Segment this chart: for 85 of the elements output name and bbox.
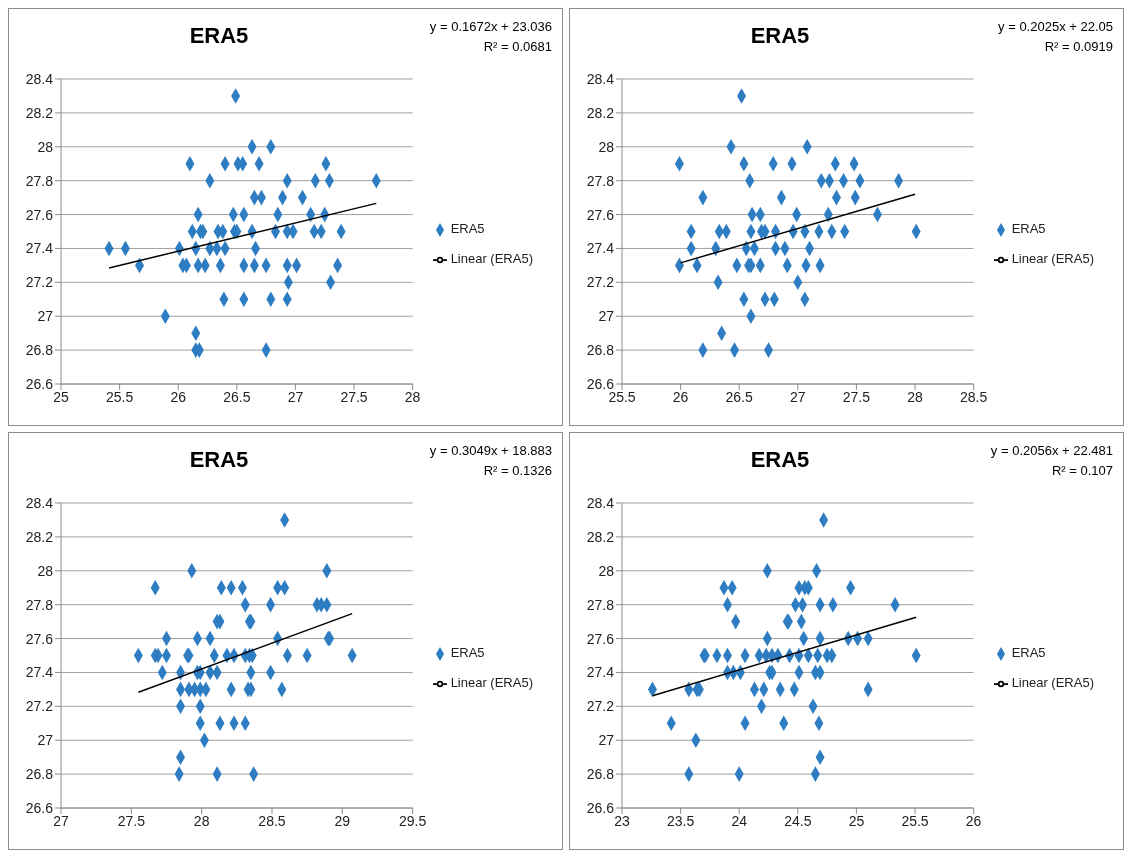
x-tick-label: 28.5 bbox=[258, 812, 286, 829]
y-tick-label: 27.6 bbox=[25, 630, 54, 647]
y-tick-label: 27.6 bbox=[25, 206, 54, 223]
x-tick-label: 27.5 bbox=[117, 812, 146, 829]
legend-label: ERA5 bbox=[450, 221, 485, 236]
x-tick-label: 27.5 bbox=[340, 388, 368, 405]
text: R² = 0.1326 bbox=[482, 462, 552, 480]
y-tick-label: 27 bbox=[598, 308, 615, 325]
y-tick-label: 27.2 bbox=[25, 698, 54, 715]
x-tick-label: 26.5 bbox=[725, 388, 754, 405]
legend-label: Linear (ERA5) bbox=[1011, 675, 1094, 690]
y-tick-label: 27.2 bbox=[25, 274, 54, 291]
x-tick-label: 28.5 bbox=[960, 388, 988, 405]
text: y = 0.3049x + 18.883 bbox=[429, 442, 552, 460]
y-tick-label: 27 bbox=[598, 732, 615, 749]
text: y = 0.2025x + 22.05 bbox=[998, 18, 1113, 36]
y-tick-label: 26.8 bbox=[25, 342, 54, 359]
y-tick-label: 28 bbox=[37, 562, 54, 579]
y-tick-label: 27.4 bbox=[586, 240, 615, 257]
legend-label: ERA5 bbox=[1011, 221, 1046, 236]
x-tick-label: 27 bbox=[790, 388, 806, 405]
y-tick-label: 28.2 bbox=[25, 528, 54, 545]
x-tick-label: 27 bbox=[53, 812, 69, 829]
y-tick-label: 27.8 bbox=[586, 596, 615, 613]
y-tick-label: 28 bbox=[598, 138, 615, 155]
x-tick-label: 24 bbox=[731, 812, 748, 829]
legend-label: ERA5 bbox=[450, 645, 485, 660]
y-tick-label: 26.6 bbox=[25, 799, 54, 816]
y-tick-label: 26.6 bbox=[25, 375, 54, 392]
x-tick-label: 23 bbox=[614, 812, 630, 829]
y-tick-label: 27.4 bbox=[586, 664, 615, 681]
text: y = 0.2056x + 22.481 bbox=[990, 442, 1113, 460]
y-tick-label: 26.8 bbox=[586, 342, 615, 359]
x-tick-label: 26 bbox=[170, 388, 187, 405]
x-tick-label: 23.5 bbox=[666, 812, 695, 829]
text: R² = 0.0919 bbox=[1043, 38, 1113, 56]
x-tick-label: 24.5 bbox=[784, 812, 812, 829]
chart-title: ERA5 bbox=[749, 447, 811, 473]
y-tick-label: 28.4 bbox=[586, 494, 615, 511]
y-tick-label: 27.2 bbox=[586, 274, 615, 291]
x-tick-label: 26 bbox=[672, 388, 689, 405]
x-tick-label: 27.5 bbox=[842, 388, 871, 405]
text: R² = 0.107 bbox=[1050, 462, 1113, 480]
y-tick-label: 26.8 bbox=[586, 766, 615, 783]
y-tick-label: 27.8 bbox=[25, 596, 54, 613]
y-tick-label: 28.2 bbox=[586, 104, 615, 121]
text: R² = 0.0681 bbox=[482, 38, 552, 56]
y-tick-label: 27.2 bbox=[586, 698, 615, 715]
legend-label: Linear (ERA5) bbox=[450, 251, 533, 266]
y-tick-label: 27.6 bbox=[586, 630, 615, 647]
y-tick-label: 28.4 bbox=[586, 70, 615, 87]
legend-label: ERA5 bbox=[1011, 645, 1046, 660]
y-tick-label: 28 bbox=[37, 138, 54, 155]
y-tick-label: 27.6 bbox=[586, 206, 615, 223]
y-tick-label: 27.4 bbox=[25, 240, 54, 257]
x-tick-label: 25.5 bbox=[105, 388, 134, 405]
y-tick-label: 28.4 bbox=[25, 494, 54, 511]
y-tick-label: 27 bbox=[37, 308, 54, 325]
legend-label: Linear (ERA5) bbox=[450, 675, 533, 690]
y-tick-label: 26.8 bbox=[25, 766, 54, 783]
chart-title: ERA5 bbox=[749, 23, 811, 49]
x-tick-label: 26 bbox=[965, 812, 982, 829]
x-tick-label: 28 bbox=[193, 812, 210, 829]
y-tick-label: 28.2 bbox=[586, 528, 615, 545]
legend-label: Linear (ERA5) bbox=[1011, 251, 1094, 266]
x-tick-label: 28 bbox=[907, 388, 924, 405]
x-tick-label: 25.5 bbox=[901, 812, 929, 829]
chart-title: ERA5 bbox=[188, 23, 250, 49]
x-tick-label: 27 bbox=[287, 388, 304, 405]
y-tick-label: 28.2 bbox=[25, 104, 54, 121]
y-tick-label: 27.8 bbox=[25, 172, 54, 189]
text: y = 0.1672x + 23.036 bbox=[429, 18, 552, 36]
x-tick-label: 28 bbox=[404, 388, 421, 405]
y-tick-label: 28.4 bbox=[25, 70, 54, 87]
y-tick-label: 27.4 bbox=[25, 664, 54, 681]
x-tick-label: 25 bbox=[53, 388, 69, 405]
y-tick-label: 26.6 bbox=[586, 799, 615, 816]
x-tick-label: 25 bbox=[848, 812, 865, 829]
x-tick-label: 29 bbox=[334, 812, 351, 829]
y-tick-label: 28 bbox=[598, 562, 615, 579]
x-tick-label: 26.5 bbox=[223, 388, 251, 405]
y-tick-label: 27 bbox=[37, 732, 54, 749]
chart-title: ERA5 bbox=[188, 447, 250, 473]
x-tick-label: 29.5 bbox=[399, 812, 427, 829]
y-tick-label: 27.8 bbox=[586, 172, 615, 189]
